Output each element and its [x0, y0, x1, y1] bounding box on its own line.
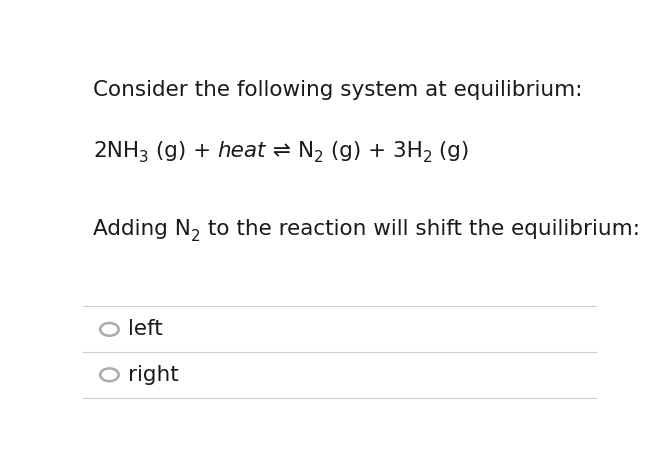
- Text: 2: 2: [191, 229, 201, 243]
- Text: (g) +: (g) +: [149, 141, 218, 160]
- Text: (g): (g): [432, 141, 469, 160]
- Text: 2NH: 2NH: [93, 141, 139, 160]
- Text: ⇌: ⇌: [266, 141, 298, 160]
- Text: 3: 3: [139, 150, 149, 165]
- Text: Adding N: Adding N: [93, 219, 191, 239]
- Text: to the reaction will shift the equilibrium:: to the reaction will shift the equilibri…: [201, 219, 639, 239]
- Text: 2: 2: [422, 150, 432, 165]
- Text: (g) + 3H: (g) + 3H: [324, 141, 422, 160]
- Text: heat: heat: [218, 141, 266, 160]
- Text: 2: 2: [314, 150, 324, 165]
- Text: Consider the following system at equilibrium:: Consider the following system at equilib…: [93, 80, 583, 100]
- Text: right: right: [128, 365, 179, 385]
- Text: N: N: [298, 141, 314, 160]
- Text: left: left: [128, 319, 163, 339]
